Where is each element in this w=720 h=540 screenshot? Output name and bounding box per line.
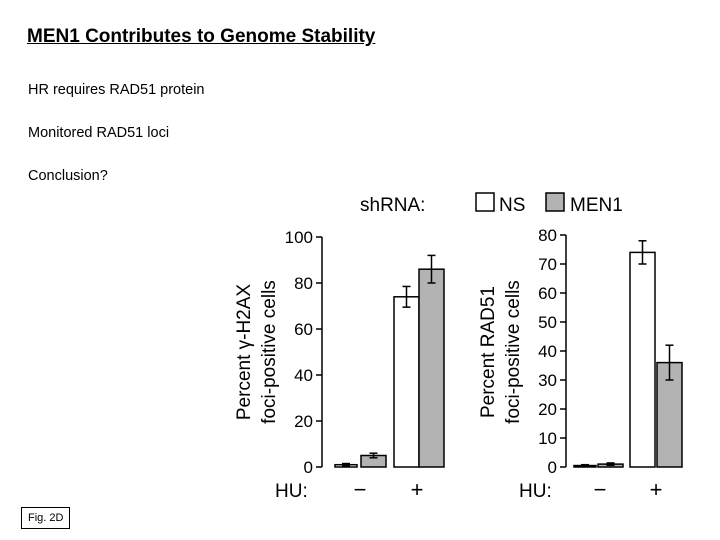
y-tick-label: 60 <box>294 320 313 339</box>
bullet-conclusion: Conclusion? <box>28 168 108 184</box>
y-tick-label: 40 <box>538 342 557 361</box>
x-category-label: − <box>594 477 607 502</box>
x-category-label: − <box>354 477 367 502</box>
y-tick-label: 70 <box>538 255 557 274</box>
y-axis-label: foci-positive cells <box>503 280 524 424</box>
y-axis-label: Percent RAD51 <box>478 286 499 418</box>
y-tick-label: 10 <box>538 429 557 448</box>
bar-ns-hu-plus <box>629 251 656 468</box>
y-axis-label: Percent γ-H2AX <box>234 284 255 421</box>
y-tick-label: 0 <box>548 458 557 477</box>
y-tick-label: 20 <box>538 400 557 419</box>
legend-title: shRNA: <box>360 195 425 216</box>
legend: shRNA: NS MEN1 <box>360 192 623 216</box>
x-category-label: + <box>411 477 424 502</box>
y-tick-label: 60 <box>538 284 557 303</box>
y-tick-label: 50 <box>538 313 557 332</box>
y-tick-label: 0 <box>304 458 313 477</box>
legend-swatch-men1 <box>545 192 565 212</box>
x-category-label: + <box>650 477 663 502</box>
legend-label-men1: MEN1 <box>570 195 623 216</box>
x-axis-prefix-label: HU: <box>519 481 552 502</box>
y-tick-label: 40 <box>294 366 313 385</box>
y-tick-label: 80 <box>294 274 313 293</box>
bar-men1-hu-plus <box>418 268 445 468</box>
bullet-monitored-loci: Monitored RAD51 loci <box>28 125 170 141</box>
panel-rad51: 0 10 20 30 40 50 60 70 80 − + HU: Percent RAD51 foci-… <box>478 226 683 502</box>
panel-gamma-h2ax: 0 20 40 60 80 100 − + HU: Percent γ-H2AX foci-posi… <box>234 228 445 502</box>
bar-ns-hu-plus <box>393 296 420 468</box>
x-axis-prefix-label: HU: <box>275 481 308 502</box>
y-tick-label: 20 <box>294 412 313 431</box>
y-tick-label: 100 <box>285 228 313 247</box>
legend-swatch-ns <box>475 192 495 212</box>
legend-label-ns: NS <box>499 195 525 216</box>
slide-title: MEN1 Contributes to Genome Stability <box>27 26 376 47</box>
figure-label: Fig. 2D <box>21 507 71 529</box>
bullet-hr-rad51: HR requires RAD51 protein <box>28 82 205 98</box>
y-tick-label: 80 <box>538 226 557 245</box>
y-axis-label: foci-positive cells <box>259 280 280 424</box>
y-tick-label: 30 <box>538 371 557 390</box>
